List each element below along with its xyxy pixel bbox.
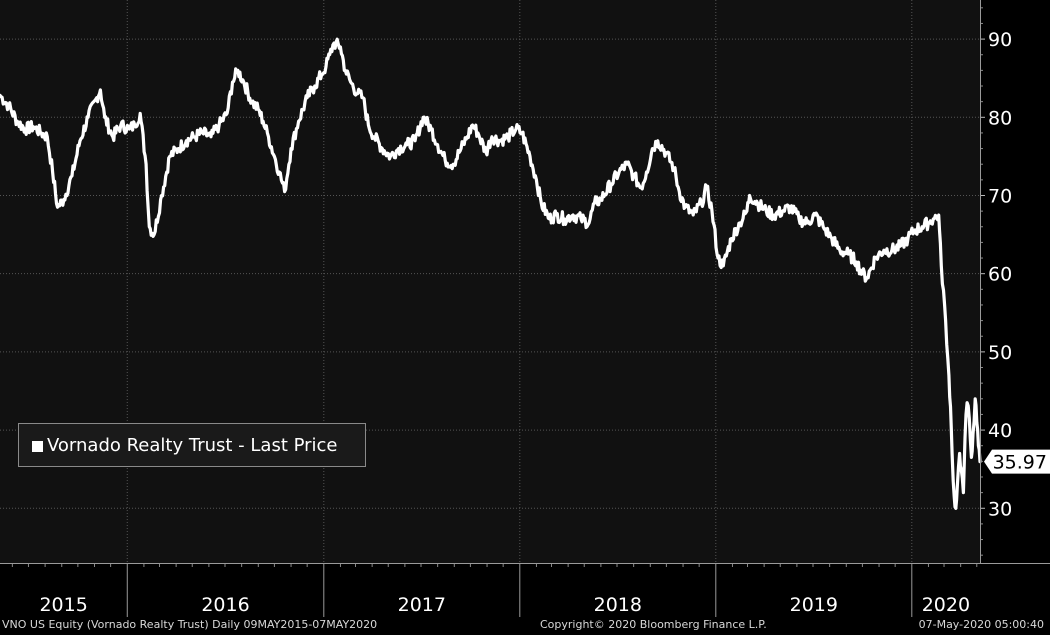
y-tick-label: 60: [988, 264, 1012, 286]
gridlines: [0, 0, 980, 563]
year-label: 2015: [39, 594, 87, 616]
y-tick-label: 40: [988, 420, 1012, 442]
footer-timestamp: 07-May-2020 05:00:40: [918, 618, 1044, 631]
series-line: [0, 37, 982, 510]
footer-security-info: VNO US Equity (Vornado Realty Trust) Dai…: [2, 618, 378, 631]
y-tick-label: 90: [988, 29, 1012, 51]
last-price-label: 35.97: [993, 452, 1047, 474]
legend-label: Vornado Realty Trust - Last Price: [47, 435, 338, 456]
last-price-marker: [984, 449, 1050, 474]
legend: Vornado Realty Trust - Last Price: [18, 423, 366, 467]
y-tick-label: 80: [988, 107, 1012, 129]
year-label: 2018: [594, 594, 642, 616]
y-tick-label: 30: [988, 498, 1012, 520]
legend-swatch: [32, 441, 43, 452]
year-label: 2016: [201, 594, 249, 616]
y-tick-label: 70: [988, 185, 1012, 207]
axes: 30 40 50 60 70 80 90 2015 2016 2017 2018 2019 2020 35…: [0, 0, 1050, 617]
plot-area: [0, 0, 980, 563]
year-label: 2020: [922, 594, 970, 616]
year-label: 2019: [790, 594, 838, 616]
price-line: [0, 37, 982, 510]
footer-copyright: Copyright© 2020 Bloomberg Finance L.P.: [540, 618, 767, 631]
year-label: 2017: [398, 594, 446, 616]
y-tick-label: 50: [988, 342, 1012, 364]
